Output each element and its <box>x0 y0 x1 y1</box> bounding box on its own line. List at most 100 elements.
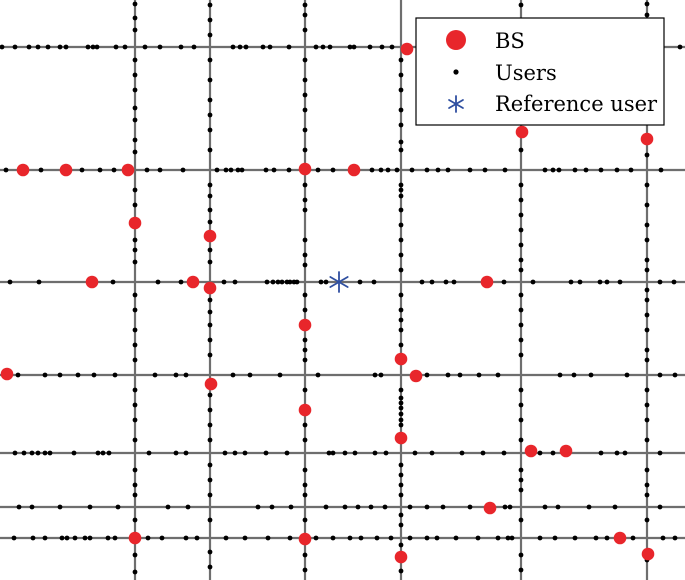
user-point <box>318 279 324 285</box>
user-point <box>302 337 308 343</box>
user-point <box>157 44 163 50</box>
user-point <box>518 402 524 408</box>
user-point <box>313 535 319 541</box>
user-point <box>644 327 650 333</box>
user-point <box>29 450 35 456</box>
user-point <box>347 44 353 50</box>
user-point <box>644 202 650 208</box>
user-point <box>315 167 321 173</box>
user-point <box>230 44 236 50</box>
user-point <box>183 450 189 456</box>
user-point <box>207 337 213 343</box>
user-point <box>379 44 385 50</box>
user-point <box>302 127 308 133</box>
user-point <box>207 477 213 483</box>
user-point <box>71 450 77 456</box>
user-point <box>132 187 138 193</box>
user-point <box>302 467 308 473</box>
user-point <box>537 450 543 456</box>
user-point <box>598 167 604 173</box>
user-point <box>518 567 524 573</box>
bs-point <box>128 531 142 545</box>
bs-point <box>394 431 408 445</box>
user-point <box>628 167 634 173</box>
bs-point <box>298 532 312 546</box>
user-point <box>398 395 404 401</box>
user-point <box>132 105 138 111</box>
bs-point <box>298 403 312 417</box>
user-point <box>398 422 404 428</box>
user-point <box>207 309 213 315</box>
user-point <box>424 372 430 378</box>
user-point <box>132 342 138 348</box>
user-point <box>658 167 664 173</box>
user-point <box>207 32 213 38</box>
user-point <box>385 167 391 173</box>
user-point <box>221 279 227 285</box>
user-point <box>398 462 404 468</box>
user-point <box>518 387 524 393</box>
user-point <box>367 44 373 50</box>
user-point <box>542 504 548 510</box>
user-point <box>518 2 524 8</box>
user-point <box>214 167 220 173</box>
user-point <box>57 372 63 378</box>
user-point <box>342 504 348 510</box>
user-point <box>644 357 650 363</box>
bs-point <box>559 444 573 458</box>
user-point <box>644 402 650 408</box>
user-point <box>320 44 326 50</box>
user-point <box>537 535 543 541</box>
user-point <box>372 450 378 456</box>
user-point <box>398 327 404 333</box>
user-point <box>398 292 404 298</box>
bs-point <box>0 367 14 381</box>
user-point <box>597 279 603 285</box>
user-point <box>132 387 138 393</box>
user-point <box>302 27 308 33</box>
user-point <box>132 87 138 93</box>
user-point <box>518 212 524 218</box>
user-point <box>302 552 308 558</box>
user-point <box>552 535 558 541</box>
user-point <box>671 279 677 285</box>
user-point <box>207 97 213 103</box>
user-point <box>518 417 524 423</box>
user-point <box>518 267 524 273</box>
user-point <box>302 422 308 428</box>
user-point <box>12 450 18 456</box>
user-point <box>398 182 404 188</box>
user-point <box>398 405 404 411</box>
bs-point <box>16 163 30 177</box>
user-point <box>207 564 213 570</box>
user-point <box>518 517 524 523</box>
user-point <box>42 535 48 541</box>
user-point <box>42 372 48 378</box>
user-point <box>302 197 308 203</box>
user-point <box>260 44 266 50</box>
user-point <box>223 167 229 173</box>
user-point <box>152 372 158 378</box>
user-point <box>302 387 308 393</box>
user-point <box>223 535 229 541</box>
user-point <box>644 267 650 273</box>
user-point <box>518 242 524 248</box>
user-point <box>398 472 404 478</box>
user-point <box>518 552 524 558</box>
user-point <box>302 92 308 98</box>
user-point <box>165 504 171 510</box>
user-point <box>63 44 69 50</box>
user-point <box>644 387 650 393</box>
user-point <box>398 307 404 313</box>
user-point <box>323 504 329 510</box>
user-point <box>207 147 213 153</box>
user-point <box>64 535 70 541</box>
user-point <box>557 372 563 378</box>
user-point <box>132 357 138 363</box>
user-point <box>183 372 189 378</box>
user-point <box>159 535 165 541</box>
user-point <box>146 450 152 456</box>
user-point <box>644 182 650 188</box>
user-point <box>630 535 636 541</box>
user-point <box>502 504 508 510</box>
